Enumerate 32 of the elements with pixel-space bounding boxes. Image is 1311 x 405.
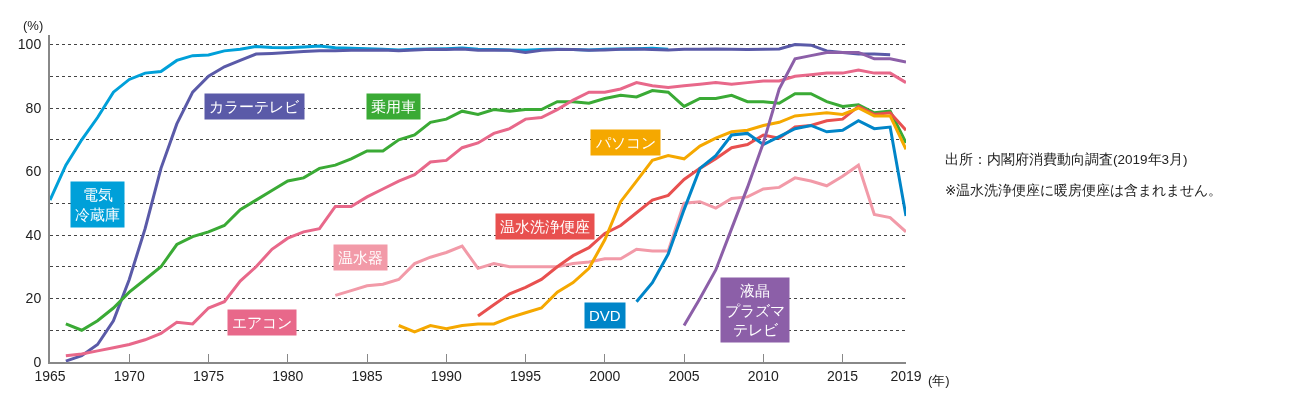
x-tick-label: 1995 xyxy=(509,367,542,384)
series-label: カラーテレビ xyxy=(209,98,300,115)
y-tick-label: 20 xyxy=(25,290,42,307)
x-tick-label: 2005 xyxy=(668,367,700,384)
series-label: 液晶プラズマテレビ xyxy=(725,282,785,338)
x-tick-label: 1980 xyxy=(272,367,304,384)
x-tick-label: 1965 xyxy=(34,367,66,384)
series-label: エアコン xyxy=(232,314,292,331)
x-tick-label: 1975 xyxy=(192,367,225,384)
text: ※温水洗浄便座に暖房便座は含まれません。 xyxy=(945,183,1223,198)
y-tick-label: 40 xyxy=(25,226,42,243)
line-series xyxy=(333,163,906,297)
x-tick-label: 2015 xyxy=(827,367,859,384)
series-label: 温水洗浄便座 xyxy=(500,218,590,235)
x-tick-label: 2019 xyxy=(890,367,922,384)
y-tick-label: 80 xyxy=(25,99,42,116)
x-tick-label: 1970 xyxy=(113,367,146,384)
x-tick-label: 2010 xyxy=(747,367,780,384)
series-label: 乗用車 xyxy=(371,98,416,115)
y-tick-label: 0 xyxy=(33,353,42,370)
x-tick-label: 1985 xyxy=(351,367,383,384)
x-tick-label: 2000 xyxy=(589,367,621,384)
series-label: DVD xyxy=(589,307,621,324)
series-label: パソコン xyxy=(595,134,656,151)
series-label: 電気冷蔵庫 xyxy=(75,186,120,223)
series-label: 温水器 xyxy=(338,249,383,266)
y-tick-label: 60 xyxy=(25,163,42,180)
x-tick-label: 1990 xyxy=(430,367,463,384)
text: 出所：内閣府消費動向調査(2019年3月) xyxy=(945,152,1188,167)
x-axis-title: (年) xyxy=(928,373,950,388)
y-tick-label: 100 xyxy=(17,36,42,53)
y-axis-title: (%) xyxy=(23,18,44,33)
